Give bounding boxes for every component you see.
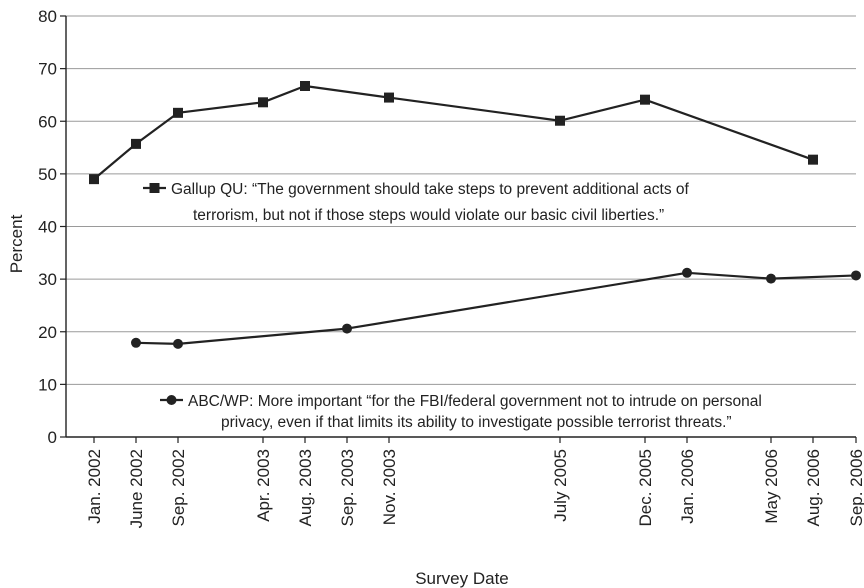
series-lines [89, 80, 861, 349]
x-tick-label: Dec. 2005 [636, 449, 655, 527]
x-tick-label: Sep. 2002 [169, 449, 188, 527]
data-point-square [173, 107, 183, 118]
legend-text-line: Gallup QU: “The government should take s… [171, 181, 690, 198]
x-tick-label: Nov. 2003 [380, 449, 399, 525]
data-point-circle [173, 338, 183, 349]
axes [60, 15, 857, 443]
data-point-square [555, 115, 565, 126]
x-tick-label: Sep. 2003 [338, 449, 357, 527]
legend-text-line: terrorism, but not if those steps would … [193, 207, 664, 224]
data-point-circle [342, 323, 352, 334]
data-point-square [384, 92, 394, 103]
y-tick-label: 40 [38, 218, 57, 237]
y-tick-label: 10 [38, 375, 57, 394]
y-tick-label: 20 [38, 323, 57, 342]
series-line-1 [93, 84, 814, 180]
legend-entry-2: ABC/WP: More important “for the FBI/fede… [160, 393, 762, 431]
data-point-circle [851, 270, 861, 281]
y-axis-title: Percent [7, 214, 26, 273]
x-tick-label: Apr. 2003 [254, 449, 273, 522]
data-point-square [300, 80, 310, 91]
data-point-square [808, 154, 818, 165]
data-point-square [640, 94, 650, 105]
legend-marker-circle [166, 395, 177, 405]
y-tick-label: 80 [38, 7, 57, 26]
legend-entry-1: Gallup QU: “The government should take s… [143, 181, 690, 224]
data-point-square [258, 97, 268, 108]
legend-marker-square [149, 183, 160, 193]
x-tick-labels: Jan. 2002 June 2002 Sep. 2002 Apr. 2003 Aug.… [85, 449, 864, 528]
data-point-circle [766, 273, 776, 284]
y-tick-label: 70 [38, 60, 57, 79]
legends: Gallup QU: “The government should take s… [143, 181, 762, 431]
gridlines [66, 15, 856, 385]
y-tick-label: 60 [38, 112, 57, 131]
y-tick-label: 30 [38, 270, 57, 289]
y-tick-labels: 0 10 20 30 40 50 60 70 80 [38, 7, 57, 447]
legend-text-line: privacy, even if that limits its ability… [221, 414, 732, 431]
data-point-circle [131, 337, 141, 348]
y-tick-label: 0 [48, 428, 57, 447]
x-axis-title: Survey Date [415, 569, 509, 588]
x-tick-label: Jan. 2006 [678, 449, 697, 524]
data-point-circle [682, 267, 692, 278]
data-point-square [89, 174, 99, 185]
data-point-square [131, 138, 141, 149]
x-tick-label: June 2002 [127, 449, 146, 528]
x-tick-label: May 2006 [762, 449, 781, 524]
x-tick-label: Sep. 2006 [847, 449, 864, 527]
x-tick-label: Jan. 2002 [85, 449, 104, 524]
x-tick-label: Aug. 2003 [296, 449, 315, 527]
x-tick-label: Aug. 2006 [804, 449, 823, 527]
legend-text-line: ABC/WP: More important “for the FBI/fede… [188, 393, 762, 410]
y-tick-label: 50 [38, 165, 57, 184]
series-line-2 [135, 271, 857, 345]
x-tick-label: July 2005 [551, 449, 570, 522]
